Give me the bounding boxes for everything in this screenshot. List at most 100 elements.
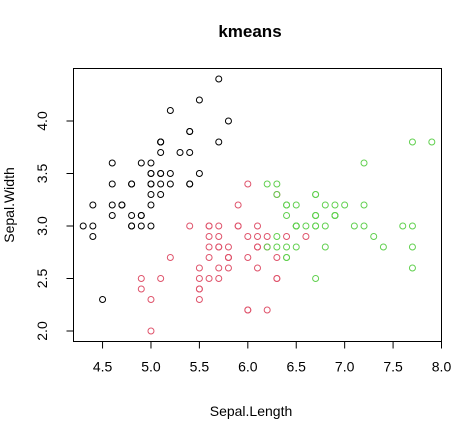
data-point-cluster-2 [244,180,252,188]
data-point-cluster-3 [292,243,300,251]
data-point-cluster-2 [254,243,261,251]
data-point-cluster-3 [273,180,281,188]
data-point-cluster-2 [244,306,252,314]
data-point-cluster-3 [321,201,329,209]
data-point-cluster-1 [99,296,107,303]
data-point-cluster-2 [166,254,174,261]
data-point-cluster-3 [273,233,281,240]
data-point-cluster-3 [370,233,378,240]
data-point-cluster-1 [128,212,136,219]
x-tick-label: 4.5 [93,359,113,375]
data-point-cluster-2 [215,275,223,282]
data-point-cluster-3 [321,243,329,251]
data-point-cluster-2 [254,222,261,230]
y-tick-label: 4.0 [34,111,50,131]
data-point-cluster-3 [312,191,320,198]
data-point-cluster-2 [244,233,252,240]
data-point-cluster-2 [186,222,194,230]
data-point-cluster-1 [147,191,155,198]
data-point-cluster-1 [157,180,165,188]
data-point-cluster-1 [147,201,155,209]
data-point-cluster-3 [312,275,320,282]
data-point-cluster-2 [234,201,242,209]
y-axis: 2.0 2.5 3.0 3.5 4.0 [34,111,74,341]
data-point-cluster-1 [89,233,97,240]
x-tick-label: 8.0 [432,359,452,375]
data-point-cluster-1 [166,170,174,177]
data-point-cluster-3 [273,243,281,251]
data-point-cluster-2 [205,233,213,240]
data-point-cluster-1 [79,222,87,230]
data-point-cluster-2 [283,233,291,240]
y-tick-label: 3.0 [34,216,50,236]
data-point-cluster-2 [205,275,213,282]
data-point-cluster-3 [273,191,281,198]
data-point-cluster-3 [360,201,368,209]
data-point-cluster-2 [263,233,271,240]
data-point-cluster-1 [157,138,165,146]
data-point-cluster-2 [254,264,261,272]
y-tick-label: 2.5 [34,269,50,289]
y-axis-label: Sepal.Width [1,167,17,242]
data-point-cluster-2 [137,285,145,293]
data-point-cluster-3 [408,222,416,230]
x-tick-label: 5.0 [141,359,161,375]
data-point-cluster-3 [302,222,310,230]
data-point-cluster-3 [360,159,368,167]
data-point-cluster-2 [244,254,252,261]
y-tick-label: 3.5 [34,164,50,184]
x-axis-label: Sepal.Length [210,403,293,419]
data-point-cluster-2 [137,275,145,282]
data-point-cluster-2 [195,275,203,282]
data-point-cluster-2 [215,222,223,230]
data-point-cluster-3 [312,222,320,230]
data-point-cluster-2 [195,296,203,303]
data-point-cluster-3 [379,243,387,251]
data-point-cluster-3 [408,138,416,146]
data-point-cluster-1 [186,128,194,135]
data-point-cluster-3 [292,201,300,209]
data-point-cluster-2 [273,254,281,261]
data-point-cluster-1 [137,212,145,219]
data-point-cluster-2 [224,243,232,251]
data-point-cluster-3 [399,222,407,230]
x-tick-label: 5.5 [190,359,210,375]
data-point-cluster-2 [205,222,213,230]
data-point-cluster-2 [215,243,223,251]
data-point-cluster-3 [350,222,358,230]
data-point-cluster-2 [215,264,223,272]
x-tick-label: 6.5 [287,359,307,375]
data-point-cluster-3 [321,222,329,230]
data-point-cluster-2 [205,243,213,251]
y-tick-label: 2.0 [34,321,50,341]
data-point-cluster-1 [89,201,97,209]
data-point-cluster-2 [224,264,232,272]
data-point-cluster-1 [147,170,155,177]
data-point-cluster-2 [157,275,165,282]
data-point-cluster-3 [263,180,271,188]
chart-title: kmeans [218,22,281,41]
data-point-cluster-3 [428,138,436,146]
x-tick-label: 7.0 [335,359,355,375]
data-point-cluster-1 [108,201,116,209]
data-point-cluster-2 [263,306,271,314]
data-point-cluster-1 [157,170,165,177]
data-point-cluster-3 [408,243,416,251]
data-point-cluster-3 [331,201,339,209]
data-point-cluster-1 [224,117,232,125]
data-point-cluster-2 [195,285,203,293]
data-point-cluster-2 [234,222,242,230]
data-point-cluster-1 [176,149,184,156]
data-point-cluster-3 [341,201,349,209]
data-point-cluster-1 [166,180,174,188]
data-point-cluster-2 [205,254,213,261]
data-point-cluster-1 [215,75,223,83]
data-point-cluster-3 [292,222,300,230]
data-point-cluster-1 [215,138,223,146]
data-point-cluster-1 [108,180,116,188]
data-point-cluster-1 [108,159,116,167]
data-point-cluster-1 [195,170,203,177]
data-point-cluster-1 [137,222,145,230]
x-axis: 4.5 5.0 5.5 6.0 6.5 7.0 7.5 8.0 [93,341,452,375]
